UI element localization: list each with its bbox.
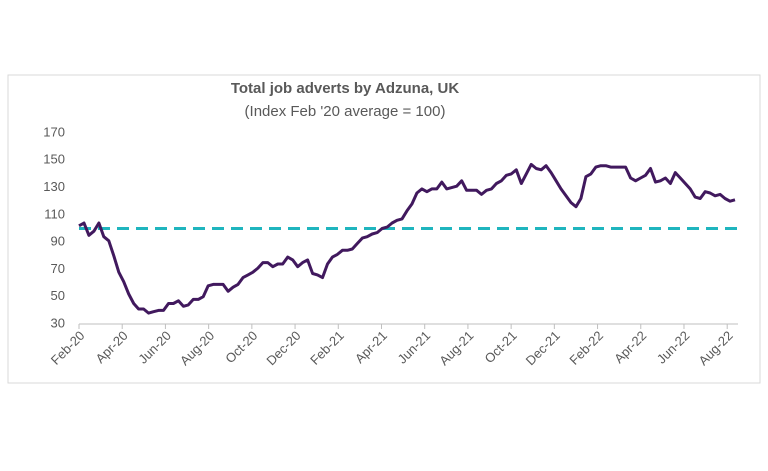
- y-tick-label: 30: [51, 315, 65, 330]
- y-tick-label: 110: [44, 206, 65, 221]
- data-line: [78, 162, 736, 315]
- chart-subtitle: (Index Feb '20 average = 100): [245, 103, 446, 120]
- y-tick-label: 170: [43, 124, 65, 139]
- y-tick-label: 50: [51, 288, 65, 303]
- y-tick-label: 130: [43, 179, 65, 194]
- y-tick-label: 90: [51, 234, 65, 249]
- y-tick-label: 150: [43, 152, 65, 167]
- chart-title: Total job adverts by Adzuna, UK: [231, 80, 460, 97]
- y-tick-label: 70: [51, 261, 65, 276]
